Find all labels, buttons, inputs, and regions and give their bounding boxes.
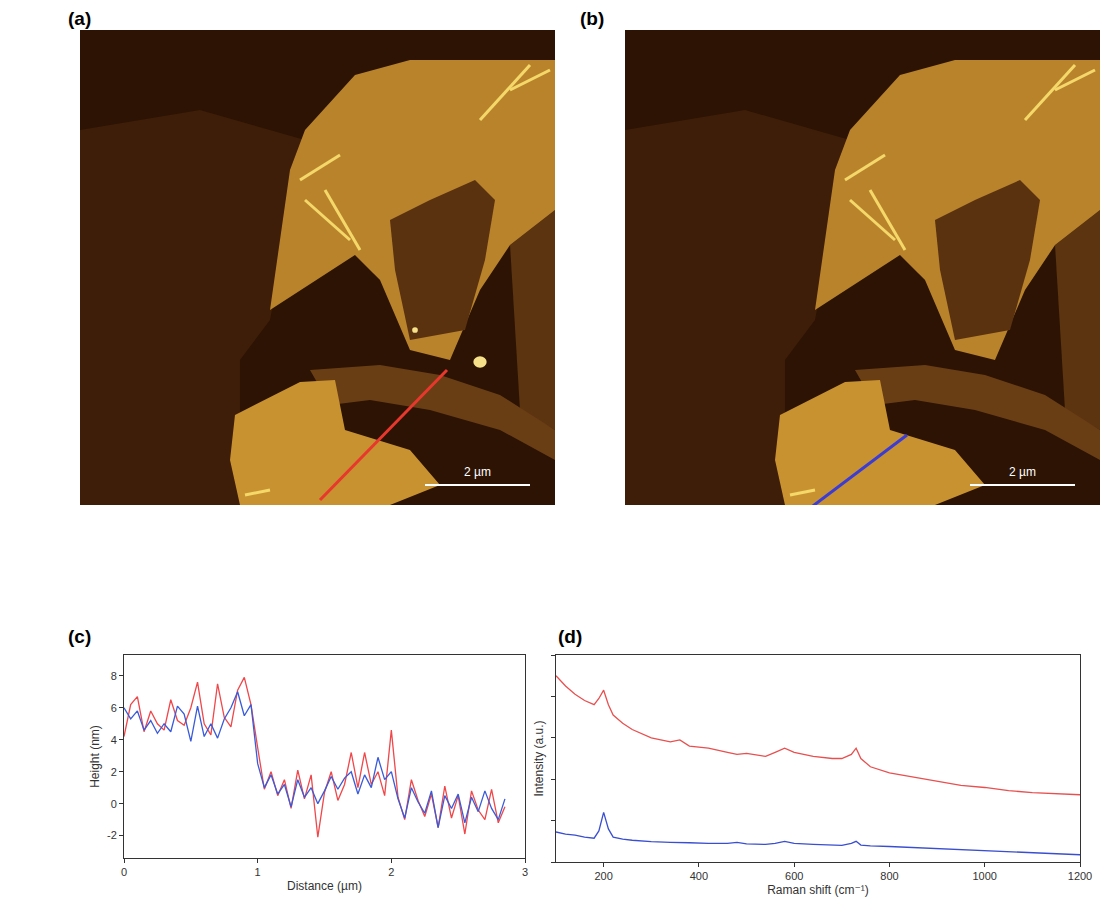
svg-text:Distance (µm): Distance (µm) (287, 879, 362, 893)
svg-text:1000: 1000 (972, 870, 996, 882)
svg-text:-2: -2 (107, 829, 117, 841)
svg-text:2: 2 (111, 766, 117, 778)
svg-text:400: 400 (690, 870, 708, 882)
svg-text:200: 200 (594, 870, 612, 882)
svg-text:2 µm: 2 µm (464, 465, 491, 479)
svg-text:Raman shift (cm⁻¹): Raman shift (cm⁻¹) (767, 883, 869, 897)
svg-text:2: 2 (388, 866, 394, 878)
svg-text:(a): (a) (68, 8, 91, 29)
svg-text:600: 600 (785, 870, 803, 882)
svg-text:800: 800 (880, 870, 898, 882)
svg-text:8: 8 (111, 670, 117, 682)
svg-text:(c): (c) (68, 626, 91, 647)
svg-text:1200: 1200 (1068, 870, 1092, 882)
svg-text:(b): (b) (580, 8, 604, 29)
svg-text:6: 6 (111, 702, 117, 714)
svg-text:0: 0 (121, 866, 127, 878)
svg-text:(d): (d) (558, 626, 582, 647)
svg-text:0: 0 (111, 798, 117, 810)
svg-text:Height (nm): Height (nm) (88, 725, 102, 788)
svg-text:3: 3 (522, 866, 528, 878)
svg-text:2 µm: 2 µm (1009, 465, 1036, 479)
svg-text:4: 4 (111, 734, 117, 746)
svg-text:Intensity (a.u.): Intensity (a.u.) (532, 720, 546, 796)
svg-text:1: 1 (255, 866, 261, 878)
